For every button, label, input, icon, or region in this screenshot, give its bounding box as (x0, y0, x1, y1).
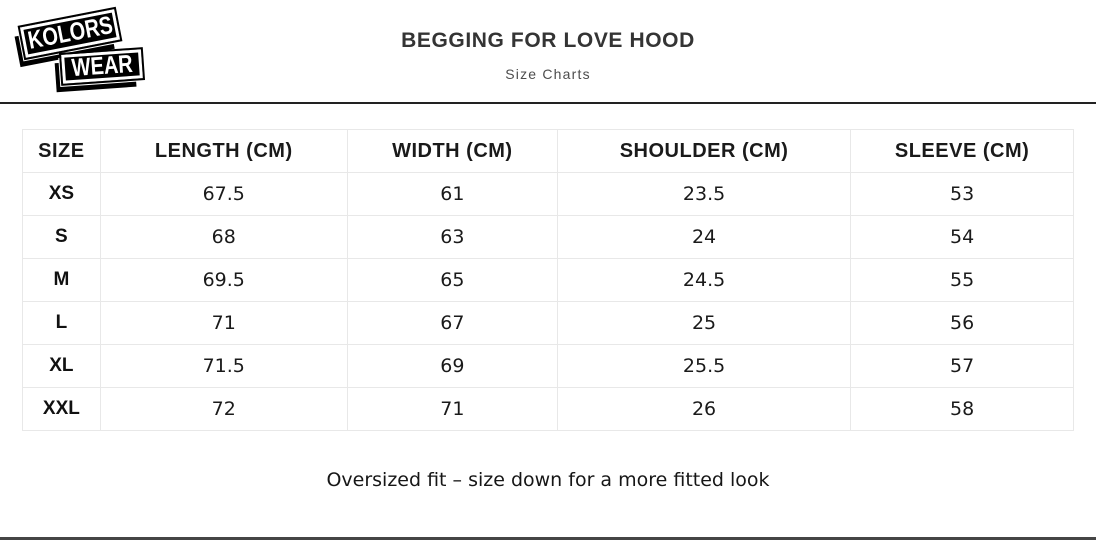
measurement-cell: 57 (850, 344, 1074, 388)
measurement-cell: 69 (346, 344, 558, 388)
size-label-cell: XXL (22, 387, 101, 431)
measurement-cell: 72 (99, 387, 348, 431)
measurement-cell: 67 (346, 301, 558, 345)
size-table-head-row: SIZE LENGTH (CM) WIDTH (CM) SHOULDER (CM) SL… (22, 129, 1074, 173)
column-header: WIDTH (CM) (346, 129, 558, 173)
size-label-cell: XL (22, 344, 101, 388)
table-row: XXL 72 71 26 58 (22, 387, 1074, 431)
measurement-cell: 65 (346, 258, 558, 302)
measurement-cell: 53 (850, 172, 1074, 216)
measurement-cell: 54 (850, 215, 1074, 259)
measurement-cell: 68 (99, 215, 348, 259)
size-table-head: SIZE LENGTH (CM) WIDTH (CM) SHOULDER (CM) SL… (22, 129, 1074, 173)
table-row: XS 67.5 61 23.5 53 (22, 172, 1074, 216)
measurement-cell: 71 (346, 387, 558, 431)
bottom-border-line (0, 537, 1096, 540)
size-label-cell: S (22, 215, 101, 259)
column-header: LENGTH (CM) (99, 129, 348, 173)
page-subtitle: Size Charts (505, 66, 591, 82)
measurement-cell: 55 (850, 258, 1074, 302)
size-label-cell: M (22, 258, 101, 302)
table-row: M 69.5 65 24.5 55 (22, 258, 1074, 302)
measurement-cell: 71 (99, 301, 348, 345)
column-header: SHOULDER (CM) (556, 129, 852, 173)
table-row: S 68 63 24 54 (22, 215, 1074, 259)
measurement-cell: 24.5 (556, 258, 852, 302)
measurement-cell: 71.5 (99, 344, 348, 388)
fit-note: Oversized fit – size down for a more fit… (326, 469, 770, 491)
table-row: L 71 67 25 56 (22, 301, 1074, 345)
logo-wear-box: WEAR (59, 46, 145, 87)
measurement-cell: 58 (850, 387, 1074, 431)
column-header: SIZE (22, 129, 101, 173)
measurement-cell: 63 (346, 215, 558, 259)
column-header: SLEEVE (CM) (850, 129, 1074, 173)
table-row: XL 71.5 69 25.5 57 (22, 344, 1074, 388)
measurement-cell: 25.5 (556, 344, 852, 388)
logo-kolors-box: KOLORS (17, 5, 123, 62)
size-label-cell: L (22, 301, 101, 345)
size-label-cell: XS (22, 172, 101, 216)
size-chart-section: SIZE LENGTH (CM) WIDTH (CM) SHOULDER (CM) SL… (0, 104, 1096, 490)
logo-wear-text: WEAR (70, 49, 134, 83)
measurement-cell: 24 (556, 215, 852, 259)
page-header: KOLORS WEAR BEGGING FOR LOVE HOOD Size C… (0, 0, 1096, 104)
measurement-cell: 67.5 (99, 172, 348, 216)
product-title: BEGGING FOR LOVE HOOD (401, 29, 695, 52)
brand-logo: KOLORS WEAR (12, 2, 152, 98)
logo-kolors-text: KOLORS (25, 11, 115, 55)
measurement-cell: 61 (346, 172, 558, 216)
size-chart-table: SIZE LENGTH (CM) WIDTH (CM) SHOULDER (CM) SL… (22, 129, 1074, 431)
size-table-body: XS 67.5 61 23.5 53 S 68 63 24 54 M 69.5 65 24.5 55 L 71 6… (22, 172, 1074, 431)
measurement-cell: 69.5 (99, 258, 348, 302)
measurement-cell: 56 (850, 301, 1074, 345)
measurement-cell: 26 (556, 387, 852, 431)
measurement-cell: 25 (556, 301, 852, 345)
measurement-cell: 23.5 (556, 172, 852, 216)
